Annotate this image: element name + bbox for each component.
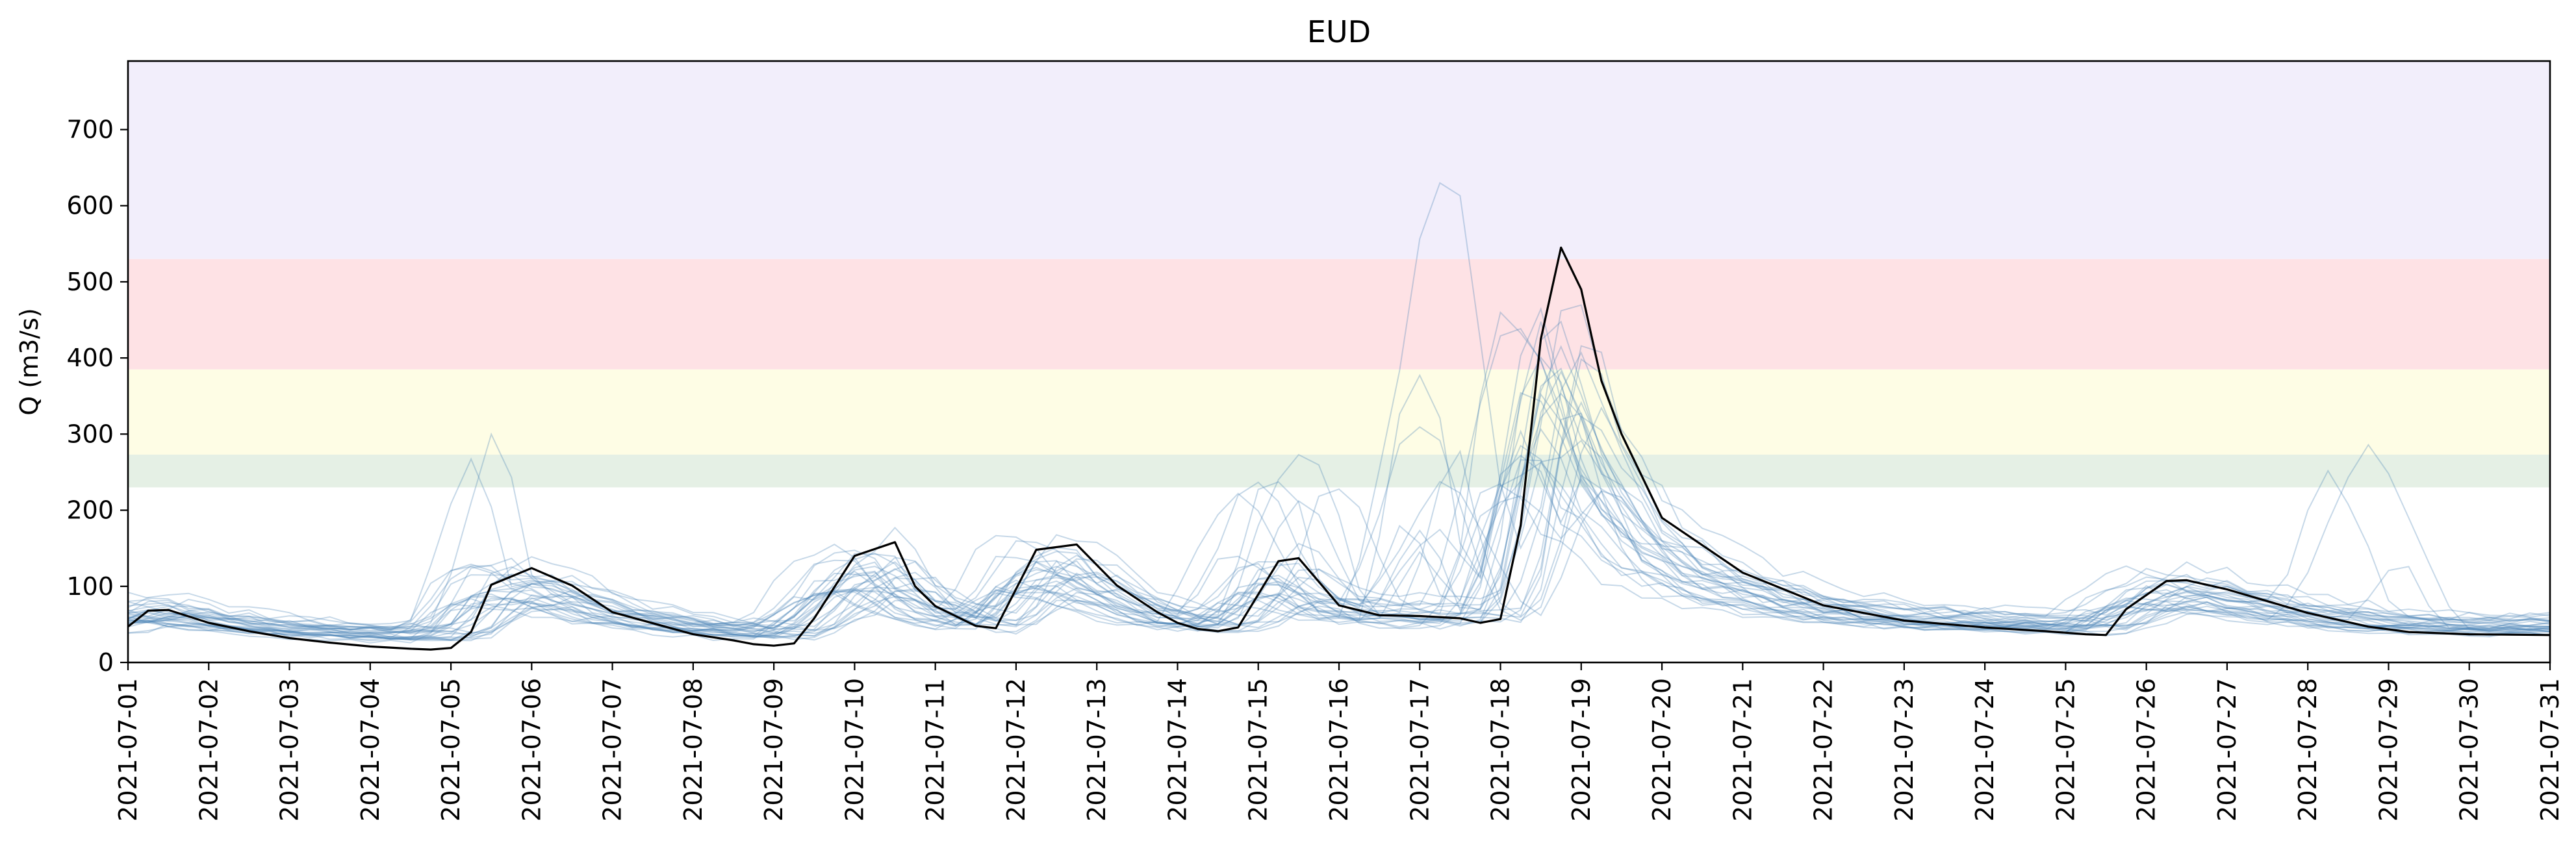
y-tick-label: 200 bbox=[66, 496, 114, 525]
threshold-band-3 bbox=[128, 61, 2550, 259]
ensemble-member-line bbox=[127, 484, 2551, 635]
x-tick-label: 2021-07-14 bbox=[1164, 678, 1192, 822]
x-tick-label: 2021-07-24 bbox=[1970, 678, 1999, 822]
ensemble-member-line bbox=[127, 455, 2551, 636]
ensemble-member-line bbox=[127, 412, 2551, 633]
ensemble-member-line bbox=[127, 427, 2551, 640]
x-axis-ticks: 2021-07-01 2021-07-02 2021-07-03 2021-07-04… bbox=[114, 662, 2564, 822]
x-tick-label: 2021-07-07 bbox=[598, 678, 627, 822]
ensemble-member-line bbox=[127, 327, 2551, 631]
y-tick-label: 300 bbox=[66, 420, 114, 448]
threshold-band-2 bbox=[128, 258, 2550, 370]
x-tick-label: 2021-07-21 bbox=[1728, 678, 1757, 822]
x-tick-label: 2021-07-30 bbox=[2455, 678, 2484, 822]
ensemble-member-line bbox=[127, 392, 2551, 633]
ensemble-member-line bbox=[127, 373, 2551, 642]
ensemble-member-line bbox=[127, 490, 2551, 642]
x-tick-label: 2021-07-27 bbox=[2213, 678, 2241, 822]
x-tick-label: 2021-07-01 bbox=[114, 678, 142, 822]
ensemble-member-line bbox=[127, 311, 2551, 631]
ensemble-member-line bbox=[127, 429, 2551, 642]
x-tick-label: 2021-07-28 bbox=[2293, 678, 2322, 822]
ensemble-member-line bbox=[127, 321, 2551, 633]
x-tick-label: 2021-07-08 bbox=[679, 678, 708, 822]
y-axis-label: Q (m3/s) bbox=[15, 308, 44, 415]
ensemble-member-line bbox=[127, 481, 2551, 633]
y-tick-label: 0 bbox=[98, 648, 114, 677]
x-tick-label: 2021-07-19 bbox=[1567, 678, 1596, 822]
x-tick-label: 2021-07-17 bbox=[1405, 678, 1434, 822]
x-tick-label: 2021-07-29 bbox=[2375, 678, 2403, 822]
x-tick-label: 2021-07-03 bbox=[275, 678, 304, 822]
ensemble-member-line bbox=[127, 401, 2551, 640]
x-tick-label: 2021-07-18 bbox=[1486, 678, 1515, 822]
ensemble-member-line bbox=[127, 304, 2551, 629]
ensemble-member-line bbox=[127, 415, 2551, 640]
ensemble-member-line bbox=[127, 351, 2551, 641]
ensemble-members bbox=[127, 182, 2551, 644]
y-axis-ticks: 0 100 200 300 400 500 600 700 bbox=[66, 115, 128, 677]
x-tick-label: 2021-07-13 bbox=[1082, 678, 1111, 822]
ensemble-member-line bbox=[127, 320, 2551, 635]
ensemble-member-line bbox=[127, 307, 2551, 629]
x-tick-label: 2021-07-25 bbox=[2051, 678, 2080, 822]
x-tick-label: 2021-07-15 bbox=[1244, 678, 1273, 822]
x-tick-label: 2021-07-04 bbox=[356, 678, 385, 822]
x-tick-label: 2021-07-11 bbox=[921, 678, 950, 822]
threshold-band-0 bbox=[128, 455, 2550, 488]
ensemble-member-line bbox=[127, 426, 2551, 636]
x-tick-label: 2021-07-05 bbox=[437, 678, 465, 822]
y-tick-label: 700 bbox=[66, 115, 114, 144]
ensemble-member-line bbox=[127, 406, 2551, 635]
ensemble-member-line bbox=[127, 345, 2551, 629]
ensemble-member-line bbox=[127, 439, 2551, 640]
y-tick-label: 400 bbox=[66, 344, 114, 372]
observed-series bbox=[127, 246, 2551, 651]
ensemble-member-line bbox=[127, 459, 2551, 634]
y-tick-label: 500 bbox=[66, 268, 114, 296]
threshold-bands bbox=[128, 61, 2550, 488]
ensemble-member-line bbox=[127, 182, 2551, 640]
threshold-band-1 bbox=[128, 369, 2550, 455]
ensemble-member-line bbox=[127, 356, 2551, 639]
y-tick-label: 100 bbox=[66, 572, 114, 601]
observed-line bbox=[127, 246, 2551, 651]
ensemble-member-line bbox=[127, 444, 2551, 644]
ensemble-member-line bbox=[127, 358, 2551, 627]
ensemble-member-line bbox=[127, 370, 2551, 640]
x-tick-label: 2021-07-06 bbox=[517, 678, 546, 822]
x-tick-label: 2021-07-20 bbox=[1648, 678, 1676, 822]
x-tick-label: 2021-07-10 bbox=[840, 678, 869, 822]
chart-title: EUD bbox=[1307, 14, 1371, 49]
x-tick-label: 2021-07-22 bbox=[1809, 678, 1838, 822]
ensemble-member-line bbox=[127, 345, 2551, 641]
x-tick-label: 2021-07-31 bbox=[2536, 678, 2564, 822]
x-tick-label: 2021-07-26 bbox=[2132, 678, 2161, 822]
ensemble-member-line bbox=[127, 367, 2551, 640]
x-tick-label: 2021-07-23 bbox=[1890, 678, 1919, 822]
x-tick-label: 2021-07-12 bbox=[1002, 678, 1030, 822]
x-tick-label: 2021-07-02 bbox=[194, 678, 223, 822]
x-tick-label: 2021-07-16 bbox=[1325, 678, 1353, 822]
y-tick-label: 600 bbox=[66, 192, 114, 220]
x-tick-label: 2021-07-09 bbox=[759, 678, 788, 822]
